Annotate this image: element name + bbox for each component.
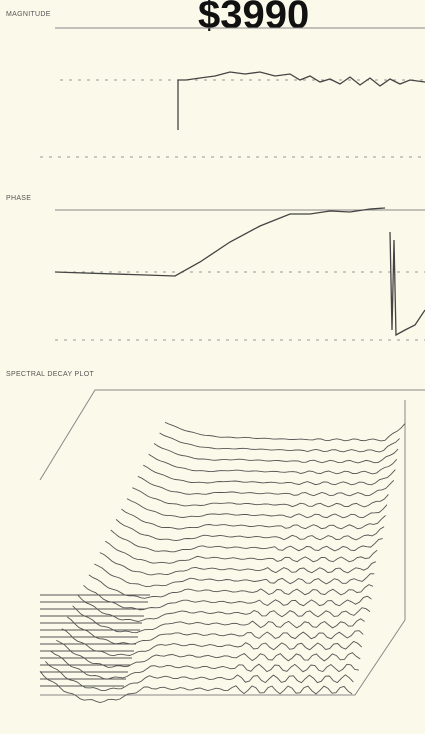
panel-label: PHASE	[6, 195, 31, 202]
decay-trace	[99, 552, 376, 576]
decay-trace	[110, 529, 383, 553]
decay-trace	[153, 443, 399, 464]
decay-frame	[40, 400, 406, 696]
decay-trace	[83, 584, 372, 611]
decay-trace	[164, 421, 406, 442]
phase-curve	[54, 207, 386, 277]
decay-trace	[56, 639, 361, 668]
decay-frame	[39, 389, 425, 481]
decay-trace	[39, 670, 353, 703]
decay-trace	[121, 508, 386, 530]
decay-trace	[88, 574, 374, 599]
decay-traces	[39, 421, 406, 703]
decay-trace	[115, 519, 385, 542]
decay-trace	[77, 594, 371, 622]
decay-trace	[45, 661, 354, 692]
decay-trace	[132, 487, 389, 508]
panel-label: MAGNITUDE	[6, 11, 51, 18]
panel-label: SPECTRAL DECAY PLOT	[6, 371, 94, 378]
decay-trace	[104, 540, 378, 564]
price: $3990	[198, 0, 309, 37]
decay-trace	[159, 432, 400, 453]
decay-trace	[126, 498, 388, 519]
decay-trace	[137, 475, 395, 497]
magnitude-curve	[177, 71, 425, 130]
decay-trace	[61, 628, 363, 657]
decay-trace	[50, 650, 359, 680]
decay-trace	[143, 464, 396, 486]
decay-trace	[72, 605, 365, 634]
phase-wrap	[389, 231, 425, 337]
decay-trace	[148, 453, 398, 475]
decay-trace	[94, 563, 375, 588]
